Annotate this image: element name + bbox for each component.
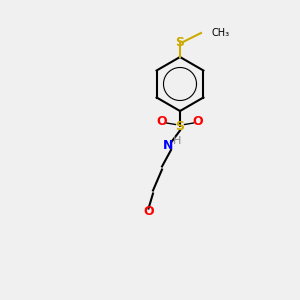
- Text: S: S: [176, 119, 184, 133]
- Text: S: S: [176, 35, 184, 49]
- Text: CH₃: CH₃: [212, 28, 230, 38]
- Text: O: O: [157, 115, 167, 128]
- Text: H: H: [173, 136, 181, 146]
- Text: O: O: [193, 115, 203, 128]
- Text: N: N: [163, 139, 173, 152]
- Text: O: O: [143, 205, 154, 218]
